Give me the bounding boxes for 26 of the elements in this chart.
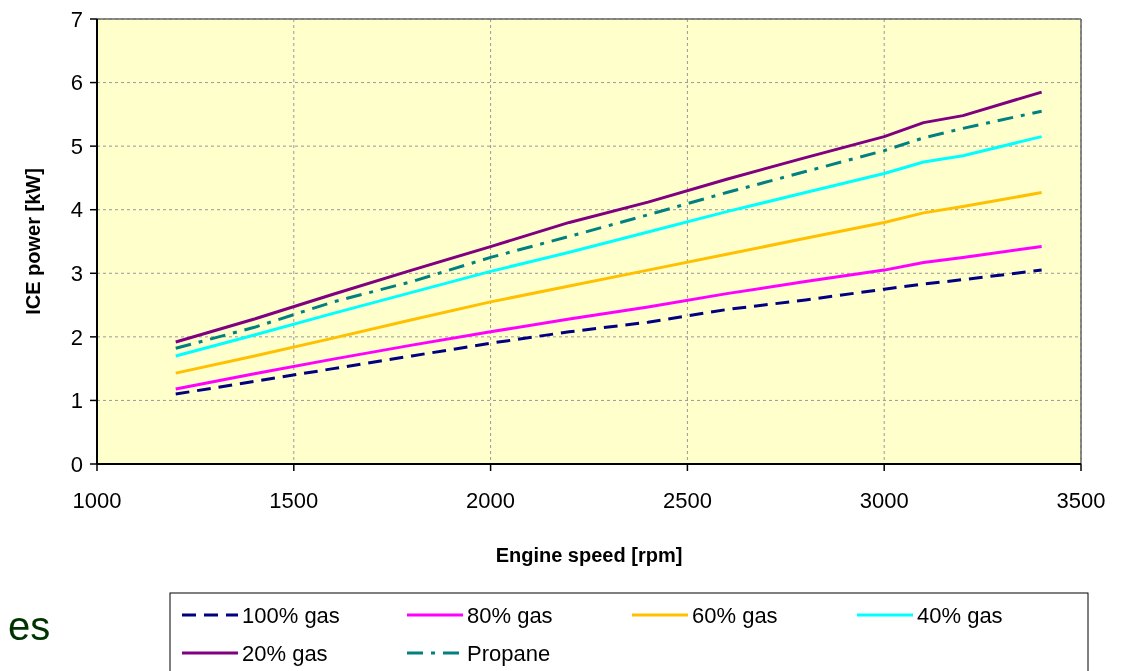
x-tick-label: 1500 — [269, 488, 319, 513]
x-tick-label: 1000 — [72, 488, 122, 513]
legend-label: 100% gas — [242, 602, 340, 628]
legend-label: 80% gas — [467, 602, 553, 628]
y-tick-label: 4 — [70, 197, 83, 223]
legend-label: Propane — [467, 640, 551, 666]
legend-label: 20% gas — [242, 640, 328, 666]
y-tick-label: 6 — [70, 70, 83, 96]
x-tick-label: 3000 — [859, 488, 909, 513]
y-tick-label: 3 — [70, 260, 83, 286]
x-tick-label: 2000 — [466, 488, 516, 513]
x-tick-label: 3500 — [1056, 488, 1106, 513]
y-tick-label: 5 — [70, 133, 83, 159]
line-series — [174, 191, 1044, 375]
y-tick-label: 0 — [70, 451, 83, 477]
x-axis-title: Engine speed [rpm] — [495, 544, 683, 566]
y-tick-label: 2 — [70, 324, 83, 350]
y-tick-label: 1 — [70, 388, 83, 414]
x-tick-label: 2500 — [662, 488, 712, 513]
line-series — [174, 268, 1044, 396]
y-tick-label: 7 — [70, 6, 83, 32]
y-axis-title: ICE power [kW] — [22, 168, 44, 315]
text: es — [8, 604, 51, 648]
line-series — [174, 245, 1044, 391]
legend-label: 40% gas — [917, 602, 1003, 628]
legend-label: 60% gas — [692, 602, 778, 628]
